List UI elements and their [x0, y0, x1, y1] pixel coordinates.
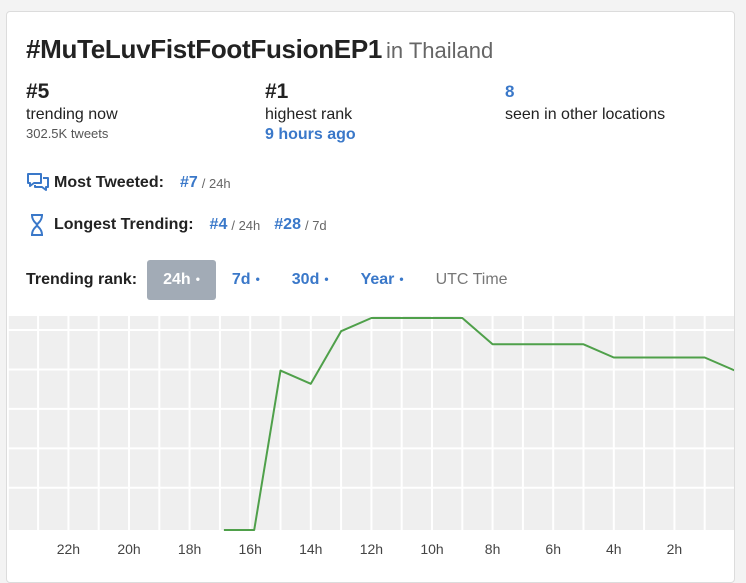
x-tick-label: 6h [545, 541, 561, 557]
x-tick-label: 16h [239, 541, 262, 557]
title-row: #MuTeLuvFistFootFusionEP1 in Thailand [26, 34, 493, 65]
location-label: in Thailand [386, 38, 494, 63]
longest-trending-row: Longest Trending: #4 / 24h #28 / 7d [26, 214, 341, 236]
tab-30d[interactable]: 30d • [276, 260, 345, 300]
chat-bubbles-icon [27, 173, 49, 191]
tab-dot: • [399, 272, 404, 286]
stat-other-locations: 8 seen in other locations [505, 80, 665, 125]
longest-trending-period-24h: / 24h [231, 217, 261, 233]
tab-24h-label: 24h [163, 271, 191, 288]
rank-series-line [223, 317, 734, 531]
most-tweeted-row: Most Tweeted: #7 / 24h [26, 172, 245, 194]
highest-rank: #1 [265, 80, 289, 103]
tab-dot: • [255, 272, 260, 286]
x-tick-label: 22h [57, 541, 80, 557]
current-rank: #5 [26, 80, 50, 103]
longest-trending-rank-7d[interactable]: #28 [274, 216, 301, 233]
trending-rank-tabs: Trending rank: 24h • 7d • 30d • Year • UTC T… [26, 260, 524, 300]
longest-trending-period-7d: / 7d [304, 217, 327, 233]
x-tick-label: 14h [299, 541, 322, 557]
hourglass-icon [31, 214, 43, 236]
most-tweeted-period: / 24h [201, 175, 231, 191]
tab-year[interactable]: Year • [345, 260, 420, 300]
stat-trending-now: #5 trending now 302.5K tweets [26, 80, 118, 143]
tab-7d-label: 7d [231, 271, 251, 288]
longest-trending-rank-24h[interactable]: #4 [209, 216, 228, 233]
x-tick-label: 4h [606, 541, 622, 557]
hashtag-title[interactable]: #MuTeLuvFistFootFusionEP1 [26, 34, 383, 64]
tab-7d[interactable]: 7d • [216, 260, 276, 300]
tab-year-label: Year [360, 271, 395, 288]
tab-dot: • [324, 272, 329, 286]
tab-dot: • [195, 272, 200, 286]
x-tick-label: 18h [178, 541, 201, 557]
utc-time-toggle[interactable]: UTC Time [435, 271, 508, 288]
most-tweeted-label: Most Tweeted: [54, 174, 164, 191]
tab-24h[interactable]: 24h • [147, 260, 216, 300]
x-tick-label: 10h [420, 541, 443, 557]
trend-card: #MuTeLuvFistFootFusionEP1 in Thailand #5 … [6, 11, 735, 583]
current-rank-label: trending now [26, 106, 118, 123]
x-tick-label: 2h [667, 541, 683, 557]
stat-highest-rank: #1 highest rank 9 hours ago [265, 80, 356, 145]
highest-rank-label: highest rank [265, 106, 353, 123]
x-tick-label: 8h [485, 541, 501, 557]
chart-grid [7, 316, 734, 530]
other-locations-count[interactable]: 8 [505, 82, 515, 101]
tab-30d-label: 30d [291, 271, 320, 288]
most-tweeted-rank[interactable]: #7 [179, 174, 198, 191]
highest-rank-time[interactable]: 9 hours ago [265, 126, 356, 143]
trending-rank-label: Trending rank: [26, 271, 138, 288]
x-tick-label: 12h [360, 541, 383, 557]
other-locations-label: seen in other locations [505, 106, 666, 123]
tweet-count: 302.5K tweets [26, 126, 109, 141]
x-axis-ticks: 22h 20h 18h 16h 14h 12h 10h 8h 6h 4h 2h [57, 541, 682, 557]
trending-rank-chart: 22h 20h 18h 16h 14h 12h 10h 8h 6h 4h 2h [7, 316, 734, 557]
x-tick-label: 20h [117, 541, 140, 557]
longest-trending-label: Longest Trending: [54, 216, 194, 233]
